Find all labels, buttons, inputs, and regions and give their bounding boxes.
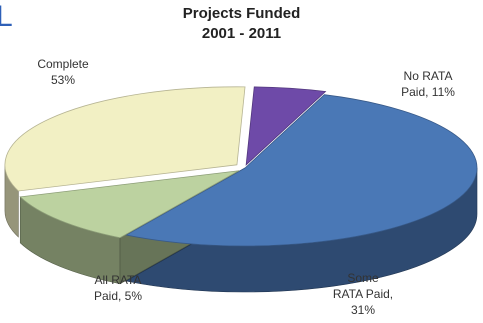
label-some-rata-line2: RATA Paid, <box>332 287 394 301</box>
heading-fragment: L <box>0 0 13 33</box>
label-some-rata-line3: 31% <box>350 303 376 317</box>
label-all-rata-line1: All RATA <box>94 273 142 287</box>
label-some-rata-line1: Some <box>347 271 379 285</box>
pie-slice-complete <box>125 94 478 247</box>
label-complete: Complete 53% <box>28 56 98 88</box>
label-no-rata-line1: No RATA <box>403 69 453 83</box>
label-complete-line2: 53% <box>50 73 76 87</box>
label-all-rata-line2: Paid, 5% <box>93 289 143 303</box>
label-complete-line1: Complete <box>37 57 89 71</box>
label-no-rata: No RATA Paid, 11% <box>388 68 468 100</box>
label-all-rata: All RATA Paid, 5% <box>78 272 158 304</box>
label-no-rata-line2: Paid, 11% <box>401 85 455 99</box>
pie-slice-all_rata <box>245 86 327 166</box>
pie-slice-no_rata <box>19 170 240 239</box>
pie-slice-some_rata <box>4 86 246 192</box>
pie-tops <box>4 86 478 247</box>
label-some-rata: Some RATA Paid, 31% <box>318 270 408 318</box>
chart-subtitle: 2001 - 2011 <box>201 25 282 42</box>
chart-title: Projects Funded <box>182 5 301 22</box>
